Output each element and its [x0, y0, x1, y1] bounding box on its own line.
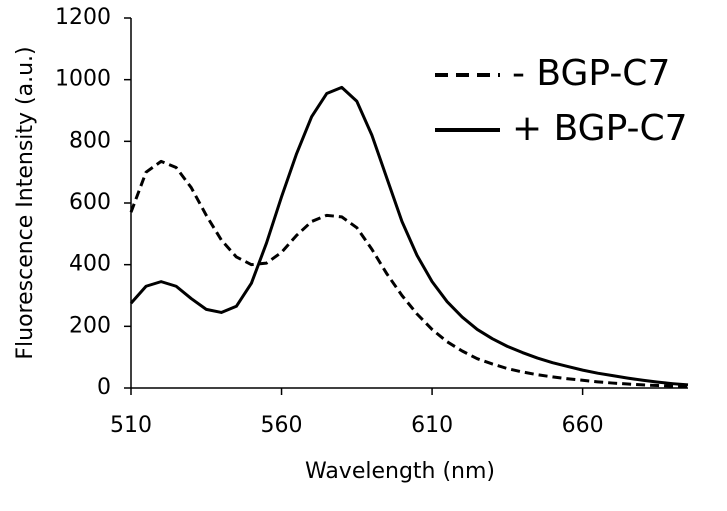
x-tick-label: 610 — [411, 413, 453, 438]
legend-label: + BGP-C7 — [512, 108, 688, 149]
y-tick-label: 800 — [69, 128, 111, 153]
x-axis-title: Wavelength (nm) — [305, 459, 495, 484]
series-line — [131, 161, 688, 386]
y-axis-title: Fluorescence Intensity (a.u.) — [13, 46, 38, 359]
legend-label: - BGP-C7 — [512, 53, 670, 94]
x-tick-label: 660 — [562, 413, 604, 438]
y-tick-label: 1200 — [55, 5, 111, 30]
x-tick-label: 560 — [261, 413, 303, 438]
y-tick-label: 200 — [69, 313, 111, 338]
x-tick-label: 510 — [110, 413, 152, 438]
y-tick-label: 400 — [69, 252, 111, 277]
y-tick-label: 600 — [69, 190, 111, 215]
y-tick-label: 1000 — [55, 67, 111, 92]
y-tick-label: 0 — [97, 375, 111, 400]
